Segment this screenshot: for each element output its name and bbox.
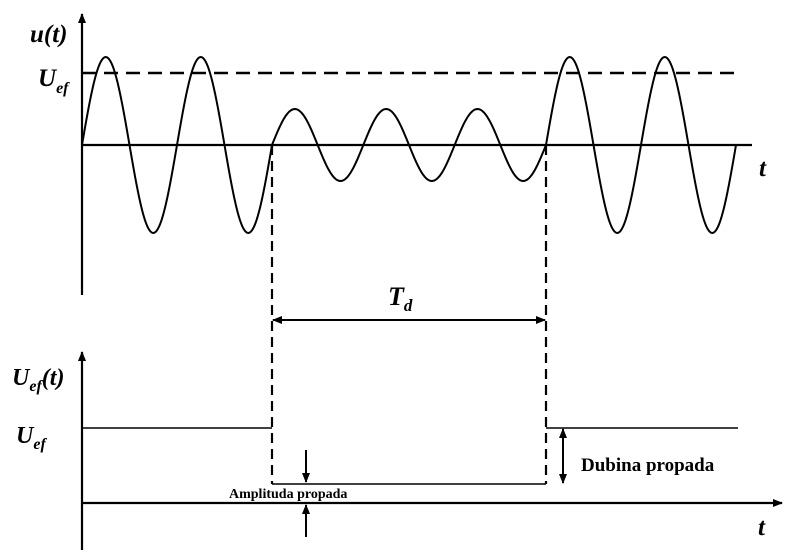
voltage-waveform xyxy=(81,55,737,235)
top-x-label: t xyxy=(759,155,767,182)
amplitude-label: Amplituda propada xyxy=(229,487,347,502)
bottom-level-label: Uef xyxy=(16,423,47,453)
td-label: Td xyxy=(388,282,413,315)
bottom-x-label: t xyxy=(758,514,766,541)
bottom-y-label: Uef(t) xyxy=(12,365,64,395)
sag-interval: Td xyxy=(270,145,548,484)
top-y-label: u(t) xyxy=(30,21,68,48)
bottom-plot: Uef(t) Uef t Dubina propada Amplituda pr… xyxy=(12,351,783,550)
depth-label: Dubina propada xyxy=(581,455,715,476)
top-plot: u(t) Uef t xyxy=(30,13,767,295)
top-ref-label: Uef xyxy=(38,65,70,97)
